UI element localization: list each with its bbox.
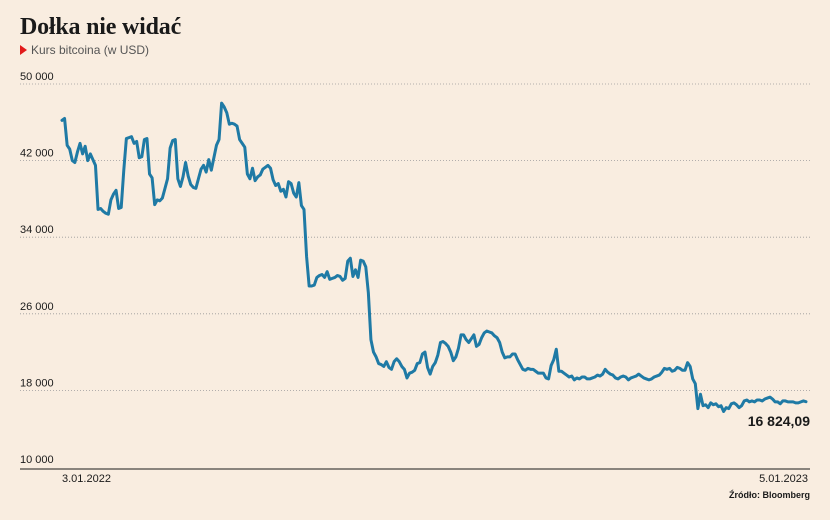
y-tick-label: 42 000 <box>20 148 54 160</box>
y-tick-label: 18 000 <box>20 377 54 389</box>
series-group <box>60 101 808 413</box>
last-value-label: 16 824,09 <box>748 413 810 429</box>
y-tick-label: 50 000 <box>20 71 54 83</box>
series-line <box>60 101 808 413</box>
chart-subtitle: Kurs bitcoina (w USD) <box>20 43 149 57</box>
y-tick-label: 26 000 <box>20 301 54 313</box>
x-axis: 3.01.2022 5.01.2023 <box>20 468 810 485</box>
subtitle-text: Kurs bitcoina (w USD) <box>31 43 150 57</box>
y-tick-label: 10 000 <box>20 454 54 466</box>
grid-lines <box>20 83 810 391</box>
y-axis-ticks: 10 000 18 000 26 000 34 000 42 000 50 000 <box>20 71 54 466</box>
source-note: Źródło: Bloomberg <box>729 490 810 500</box>
x-tick-label: 5.01.2023 <box>759 473 808 485</box>
chart-title: Dołka nie widać <box>20 14 182 40</box>
x-tick-label: 3.01.2022 <box>62 473 111 485</box>
triangle-marker-icon <box>20 45 27 55</box>
y-tick-label: 34 000 <box>20 224 54 236</box>
